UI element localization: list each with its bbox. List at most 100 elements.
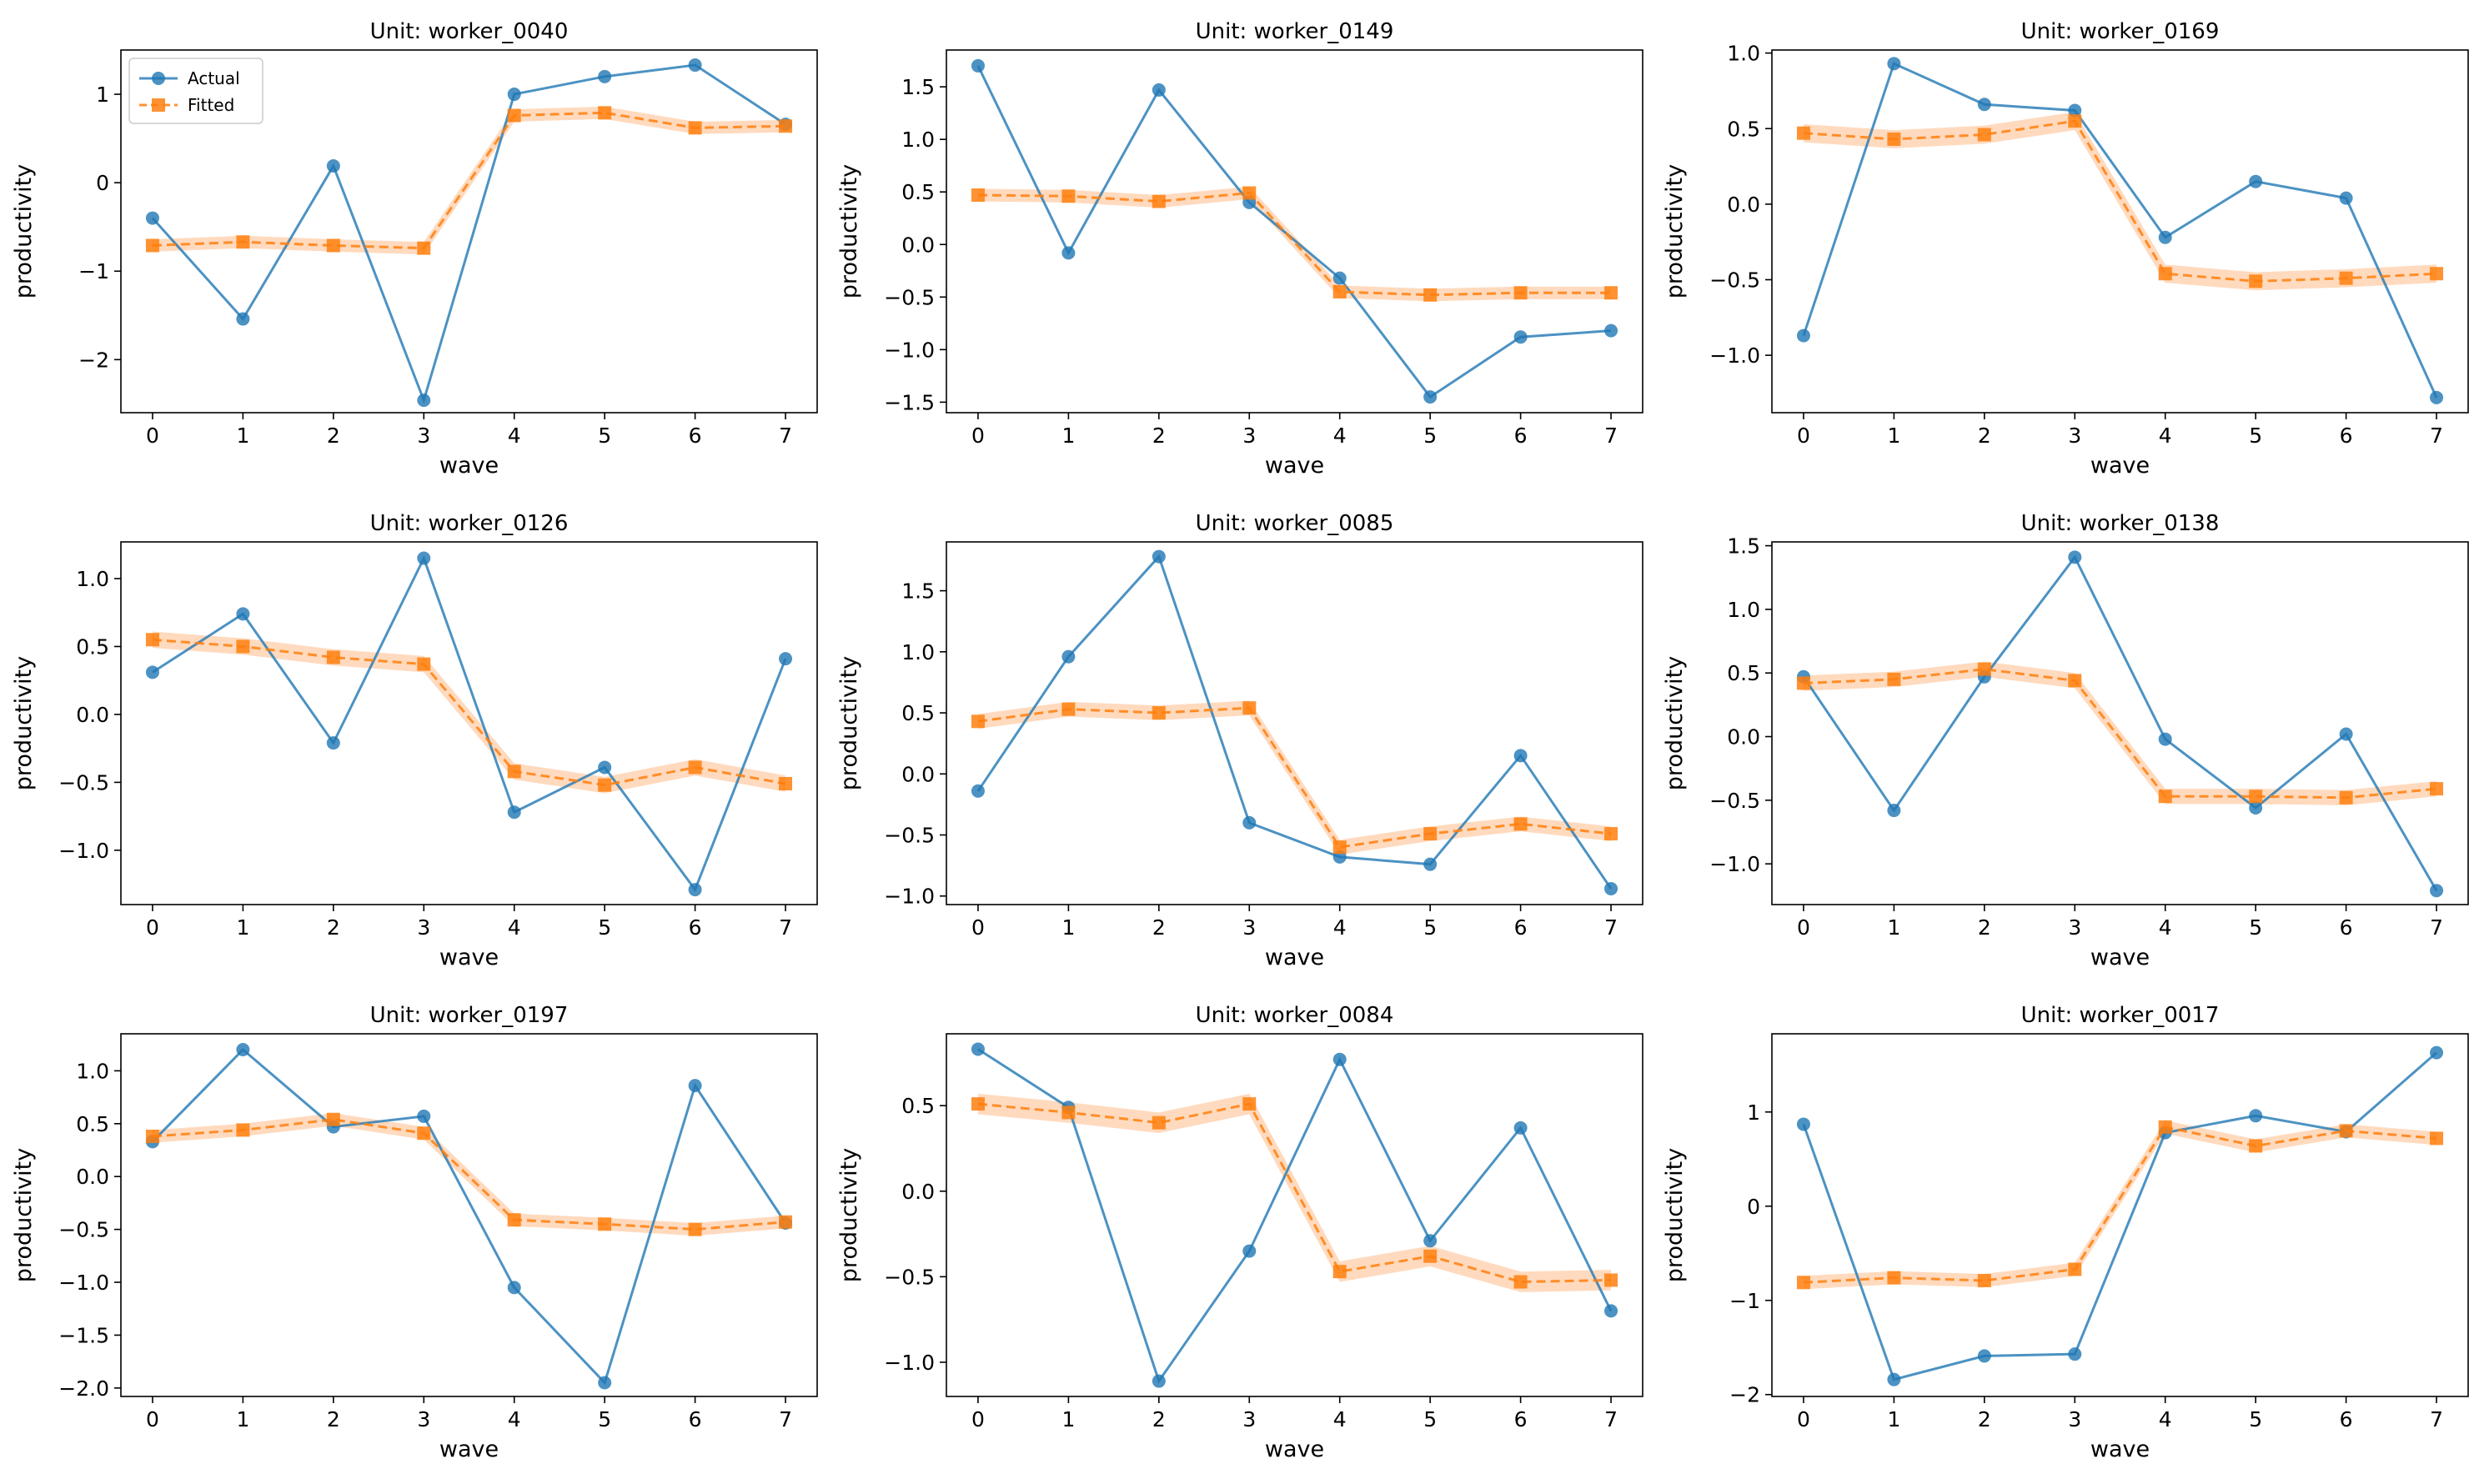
subplot-6: Unit: worker_0138 0 1 2 3 4 5 6 7 −1.0 −0.5 0.0 0.5 1…	[1662, 511, 2469, 970]
fitted-point	[1423, 288, 1438, 302]
plot-frame	[946, 49, 1643, 414]
fitted-confidence-band	[1803, 661, 2437, 805]
y-tick-label: 0.5	[76, 1112, 109, 1136]
actual-point	[2068, 1347, 2082, 1361]
fitted-point	[2158, 267, 2172, 281]
actual-point	[1152, 83, 1166, 97]
legend-actual-label: Actual	[188, 68, 240, 88]
fitted-point	[2249, 274, 2263, 288]
x-tick-label: 5	[1423, 424, 1437, 448]
actual-point	[507, 1281, 521, 1295]
fitted-point	[598, 1217, 612, 1231]
actual-point	[417, 551, 431, 565]
plot-frame	[946, 1033, 1643, 1397]
x-tick-label: 1	[1887, 915, 1900, 940]
y-tick-label: −0.5	[1709, 789, 1760, 813]
y-axis-label: productivity	[836, 656, 862, 790]
fitted-point	[1332, 840, 1347, 855]
fitted-line	[152, 638, 786, 787]
actual-point	[236, 607, 250, 621]
fitted-point	[1604, 286, 1618, 300]
actual-point	[1604, 323, 1618, 338]
x-tick-label: 7	[779, 424, 792, 448]
fitted-point	[145, 1130, 159, 1144]
subplot-3: Unit: worker_0169 0 1 2 3 4 5 6 7 −1.0 −0.5 0.0 0.5 1…	[1662, 19, 2469, 479]
actual-point	[971, 58, 985, 73]
actual-point	[1242, 815, 1257, 830]
fitted-point	[1887, 132, 1901, 146]
fitted-point	[507, 1213, 521, 1227]
fitted-point	[417, 657, 431, 671]
y-tick-label: 0.5	[901, 701, 935, 725]
fitted-point	[1796, 126, 1810, 140]
fitted-point	[1513, 286, 1528, 300]
x-tick-label: 3	[417, 915, 430, 940]
x-axis-label: wave	[1265, 453, 1324, 479]
fitted-point	[2068, 114, 2082, 128]
x-tick-label: 0	[146, 424, 159, 448]
actual-point	[1332, 271, 1347, 285]
actual-line	[151, 1047, 787, 1386]
subplot-title: Unit: worker_0085	[1196, 511, 1394, 536]
x-tick-label: 2	[327, 915, 340, 940]
y-tick-label: 0.5	[1727, 117, 1760, 141]
fitted-point	[1242, 186, 1257, 200]
x-tick-label: 6	[689, 1407, 702, 1431]
x-tick-label: 0	[971, 424, 985, 448]
fitted-point	[1977, 662, 1991, 676]
fitted-point	[1423, 1249, 1438, 1263]
x-axis-label: wave	[1265, 1436, 1324, 1462]
x-tick-label: 3	[2068, 424, 2081, 448]
y-tick-label: −1.0	[884, 885, 935, 909]
x-tick-label: 7	[2430, 1407, 2443, 1431]
fitted-confidence-band	[152, 1113, 786, 1236]
fitted-point	[688, 760, 702, 775]
x-tick-label: 7	[1604, 915, 1618, 940]
y-axis-label: productivity	[1662, 1148, 1688, 1282]
x-tick-label: 0	[971, 1407, 985, 1431]
fitted-point	[779, 1215, 793, 1229]
subplot-title: Unit: worker_0169	[2021, 19, 2220, 44]
actual-point	[1977, 98, 1991, 112]
fitted-point	[1887, 1271, 1901, 1285]
actual-line	[152, 554, 787, 893]
fitted-point	[1604, 827, 1618, 841]
x-tick-label: 4	[2159, 1407, 2172, 1431]
fitted-point	[145, 633, 159, 647]
fitted-point	[2068, 674, 2082, 688]
fitted-point	[1152, 1116, 1166, 1130]
x-tick-label: 3	[1242, 424, 1256, 448]
fitted-point	[2430, 782, 2444, 796]
x-axis-label: wave	[439, 453, 499, 479]
actual-point	[1604, 1304, 1618, 1318]
x-tick-label: 6	[1514, 915, 1528, 940]
fitted-point	[326, 238, 340, 253]
fitted-point	[2249, 1139, 2263, 1153]
x-tick-label: 7	[2430, 915, 2443, 940]
x-axis-label: wave	[2090, 453, 2150, 479]
y-tick-label: −2.0	[58, 1376, 109, 1401]
x-tick-label: 0	[146, 1407, 159, 1431]
fitted-point	[1423, 827, 1438, 841]
actual-point	[326, 736, 340, 750]
y-tick-label: −0.5	[58, 770, 109, 795]
actual-line	[977, 1048, 1613, 1384]
fitted-line	[1803, 668, 2437, 800]
fitted-point	[1604, 1273, 1618, 1287]
x-tick-label: 4	[1333, 424, 1347, 448]
x-tick-label: 2	[1978, 915, 1991, 940]
actual-line	[1802, 554, 2438, 891]
actual-point	[598, 1376, 612, 1390]
fitted-confidence-band	[977, 1093, 1612, 1292]
y-tick-label: −1.0	[58, 1271, 109, 1295]
y-tick-label: −1.0	[1709, 852, 1760, 876]
x-tick-label: 5	[598, 424, 611, 448]
fitted-point	[326, 650, 340, 664]
y-tick-label: 1.5	[901, 75, 935, 99]
fitted-point	[598, 778, 612, 792]
x-tick-label: 6	[689, 915, 702, 940]
fitted-confidence-band	[1803, 112, 2437, 291]
fitted-point	[598, 106, 612, 120]
actual-point	[1513, 330, 1528, 344]
actual-point	[598, 69, 612, 83]
